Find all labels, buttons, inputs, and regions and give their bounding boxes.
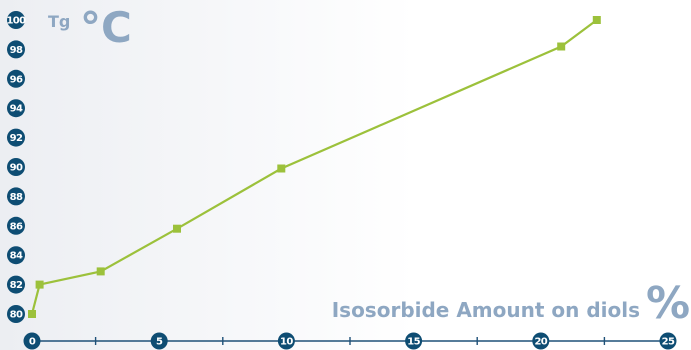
y-tick-badge bbox=[7, 158, 25, 176]
data-point bbox=[557, 42, 566, 51]
y-tick-label: 84 bbox=[10, 251, 23, 262]
y-tick-label: 90 bbox=[10, 163, 23, 174]
data-point bbox=[592, 16, 601, 24]
data-point bbox=[173, 224, 181, 233]
x-tick-badge bbox=[277, 332, 295, 350]
series-layer bbox=[28, 16, 601, 318]
y-tick-label: 86 bbox=[10, 221, 23, 232]
x-tick-label: 0 bbox=[29, 337, 36, 348]
y-tick-badge bbox=[7, 40, 25, 59]
y-tick-label: 94 bbox=[10, 104, 23, 115]
x-tick-badge bbox=[150, 332, 168, 350]
y-tick-badge bbox=[7, 275, 25, 294]
y-tick-badge bbox=[7, 11, 25, 29]
x-tick-label: 15 bbox=[407, 337, 420, 348]
y-tick-label: 92 bbox=[10, 133, 23, 144]
y-tick-badge bbox=[7, 216, 25, 235]
y-tick-badge bbox=[7, 187, 25, 206]
y-axis-label: Tg bbox=[48, 12, 70, 31]
y-tick-label: 80 bbox=[10, 310, 23, 321]
data-point bbox=[35, 280, 44, 289]
y-tick-label: 98 bbox=[10, 45, 23, 56]
data-point bbox=[96, 267, 105, 276]
x-tick-badge bbox=[23, 332, 41, 350]
data-point bbox=[277, 164, 286, 173]
axes: 0 5 10 15 20 25 80 82 84 86 88 90 92 94 96 98 100 bbox=[6, 11, 677, 350]
y-axis-unit: °C bbox=[80, 3, 132, 52]
x-tick-badge bbox=[532, 332, 550, 350]
y-tick-badge bbox=[7, 69, 25, 88]
y-tick-badge bbox=[7, 128, 25, 147]
series-line bbox=[30, 19, 598, 315]
y-tick-badge bbox=[7, 246, 25, 265]
x-tick-label: 10 bbox=[280, 337, 293, 348]
y-tick-label: 96 bbox=[10, 74, 23, 85]
y-tick-badge bbox=[7, 305, 25, 323]
axis-labels: Tg °C Isosorbide Amount on diols % bbox=[48, 3, 690, 329]
x-tick-label: 20 bbox=[534, 337, 547, 348]
x-tick-badge bbox=[405, 332, 423, 350]
x-tick-label: 5 bbox=[156, 337, 163, 348]
x-tick-badge bbox=[659, 332, 677, 350]
y-tick-label: 82 bbox=[10, 280, 23, 291]
y-tick-label: 100 bbox=[6, 16, 26, 27]
data-point bbox=[28, 310, 36, 318]
x-axis-label: Isosorbide Amount on diols bbox=[332, 298, 640, 322]
x-axis-unit: % bbox=[646, 278, 690, 329]
y-tick-badge bbox=[7, 99, 25, 118]
y-tick-label: 88 bbox=[10, 192, 23, 203]
x-tick-label: 25 bbox=[662, 337, 675, 348]
